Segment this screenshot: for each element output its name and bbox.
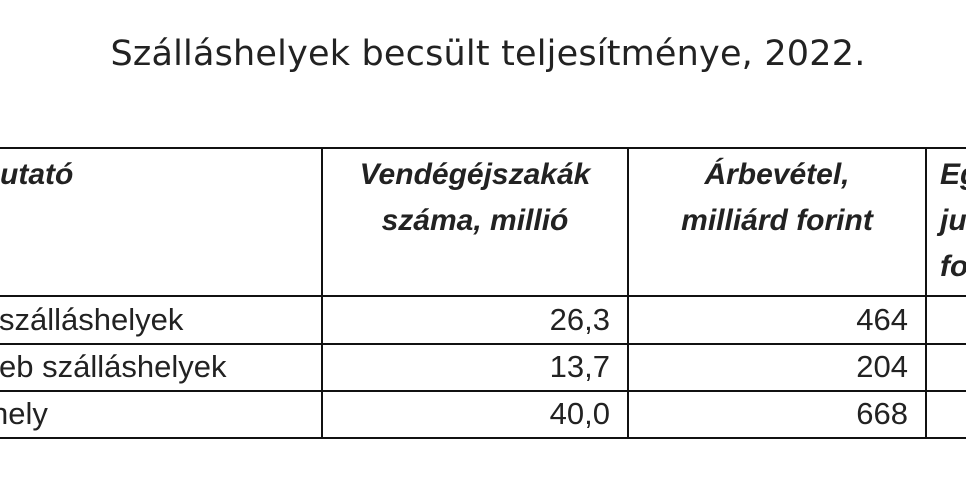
header-truncated: Eg ju fo <box>940 152 966 290</box>
header-line: ju <box>940 204 966 237</box>
header-line: utató <box>0 158 74 191</box>
nights-value: 26,3 <box>549 302 610 337</box>
revenue-value: 464 <box>856 302 908 337</box>
row-divider <box>0 343 966 345</box>
revenue-value: 668 <box>856 396 908 431</box>
header-divider <box>0 295 966 297</box>
header-indicator: utató <box>0 152 73 198</box>
header-line: Árbevétel, <box>704 158 850 191</box>
table-top-border <box>0 147 966 149</box>
header-line: Eg <box>940 158 966 191</box>
row-label: hely <box>0 396 48 431</box>
row-label: szálláshelyek <box>0 302 184 337</box>
header-line: száma, millió <box>381 204 569 237</box>
column-divider <box>627 148 629 438</box>
row-label: eb szálláshelyek <box>0 349 227 384</box>
header-nights: Vendégéjszakák száma, millió <box>322 152 628 244</box>
table-bottom-border <box>0 437 966 439</box>
nights-value: 13,7 <box>549 349 610 384</box>
column-divider <box>925 148 927 438</box>
nights-value: 40,0 <box>549 396 610 431</box>
revenue-value: 204 <box>856 349 908 384</box>
header-line: milliárd forint <box>681 204 873 237</box>
row-divider <box>0 390 966 392</box>
header-revenue: Árbevétel, milliárd forint <box>628 152 926 244</box>
page-title: Szálláshelyek becsült teljesítménye, 202… <box>110 34 866 74</box>
column-divider <box>321 148 323 438</box>
header-line: Vendégéjszakák <box>359 158 591 191</box>
header-line: fo <box>940 250 966 283</box>
